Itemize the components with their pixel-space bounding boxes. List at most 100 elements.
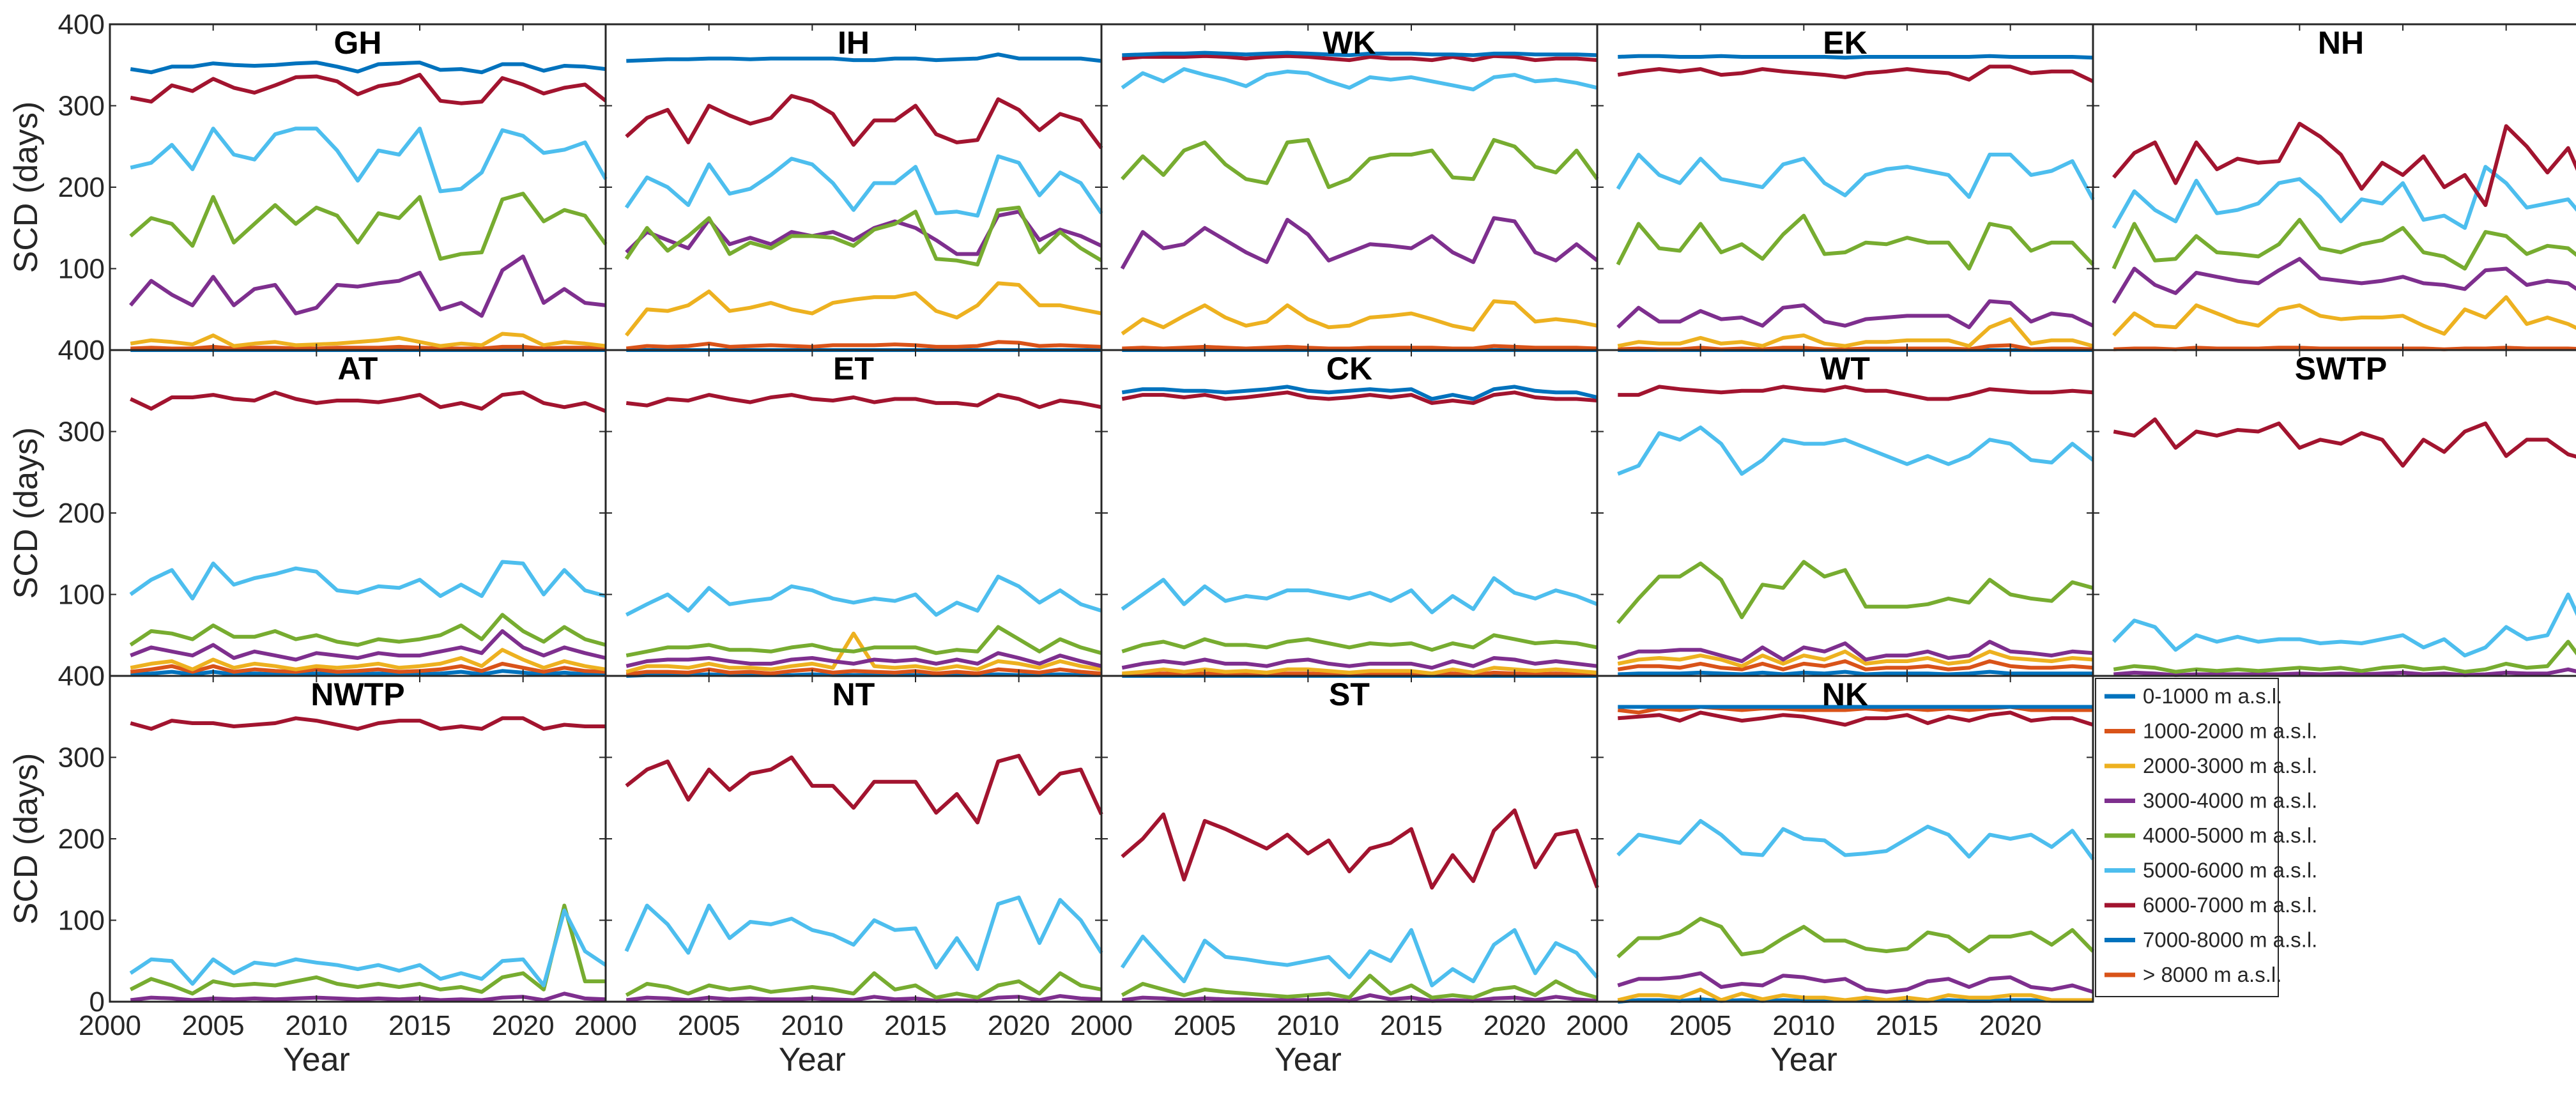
x-tick-label: 2010 xyxy=(285,1010,348,1041)
series-line-3000-4000 xyxy=(2112,257,2576,304)
series-line-7000-8000 xyxy=(130,60,606,75)
panel-ck: CK xyxy=(1100,349,1598,678)
axes-frame xyxy=(1100,675,1598,1003)
legend-label: 0-1000 m a.s.l. xyxy=(2143,684,2282,708)
x-tick-label: 2000 xyxy=(1070,1010,1133,1041)
series-group xyxy=(624,754,1103,1003)
series-line-6000-7000 xyxy=(1122,54,1598,63)
x-tick-label: 2010 xyxy=(1772,1010,1835,1041)
x-tick-label: 2005 xyxy=(1174,1010,1236,1041)
series-line-3000-4000 xyxy=(2113,667,2576,677)
x-tick-label: 2005 xyxy=(182,1010,245,1041)
panel-at: AT xyxy=(109,349,607,677)
panel-title: ST xyxy=(1329,677,1370,712)
series-line-5000-6000 xyxy=(129,908,607,988)
series-line-6000-7000 xyxy=(1618,710,2094,727)
panel-title: NT xyxy=(832,677,875,712)
series-line-5000-6000 xyxy=(2112,592,2576,658)
panel-nk: NK xyxy=(1596,675,2095,1004)
y-tick-label: 400 xyxy=(58,661,105,692)
panel-wt: WT xyxy=(1596,349,2094,677)
panel-title: EK xyxy=(1823,25,1867,61)
y-tick-label: 0 xyxy=(89,986,105,1018)
panel-title: IH xyxy=(838,25,870,61)
panel-title: WK xyxy=(1322,25,1376,61)
series-line-6000-7000 xyxy=(1617,65,2094,84)
y-tick-label: 400 xyxy=(58,9,105,40)
legend-label: > 8000 m a.s.l. xyxy=(2143,963,2281,986)
series-line-0-1000 xyxy=(130,669,606,677)
series-line-1000-2000 xyxy=(1618,343,2094,351)
x-tick-label: 2010 xyxy=(781,1010,843,1041)
axes-frame xyxy=(109,675,607,1003)
series-group xyxy=(129,716,607,1002)
y-tick-label: 0 xyxy=(89,661,105,692)
panel-st: ST xyxy=(1100,675,1599,1003)
series-line-5000-6000 xyxy=(1617,425,2094,476)
y-tick-label: 200 xyxy=(58,172,105,203)
y-axis-label: SCD (days) xyxy=(8,102,45,273)
panel-wk: WK xyxy=(1100,23,1599,352)
y-tick-label: 400 xyxy=(58,335,105,366)
series-line-2000-3000 xyxy=(1617,317,2094,348)
series-line-2000-3000 xyxy=(130,332,606,348)
y-tick-label: 100 xyxy=(58,905,105,937)
legend-label: 3000-4000 m a.s.l. xyxy=(2143,789,2317,813)
series-line-1000-2000 xyxy=(625,340,1102,351)
series-line-5000-6000 xyxy=(624,895,1103,971)
panel-title: NH xyxy=(2318,25,2364,61)
series-line-5000-6000 xyxy=(625,574,1102,617)
axes-frame xyxy=(1596,349,2094,677)
y-tick-label: 0 xyxy=(89,335,105,366)
series-line-6000-7000 xyxy=(2113,417,2576,468)
series-line-2000-3000 xyxy=(1617,649,2094,668)
series-line-7000-8000 xyxy=(626,52,1102,63)
series-line-3000-4000 xyxy=(1617,639,2094,663)
series-line-4000-5000 xyxy=(129,613,606,647)
series-line-1000-2000 xyxy=(1617,659,2094,671)
series-line-5000-6000 xyxy=(624,154,1103,218)
x-tick-label: 2020 xyxy=(1483,1010,1546,1041)
series-line-1000-2000 xyxy=(130,344,606,351)
series-line-6000-7000 xyxy=(130,390,607,413)
panel-title: GH xyxy=(334,25,382,61)
series-group xyxy=(129,390,607,677)
series-line-3000-4000 xyxy=(625,651,1102,668)
series-line-2000-3000 xyxy=(1617,987,2093,1002)
series-group xyxy=(2112,417,2576,677)
x-tick-label: 2000 xyxy=(574,1010,637,1041)
series-line-3000-4000 xyxy=(130,629,606,662)
series-group xyxy=(129,60,608,352)
legend-label: 7000-8000 m a.s.l. xyxy=(2143,928,2317,952)
series-line-2000-3000 xyxy=(2112,295,2576,337)
series-line-2000-3000 xyxy=(1121,299,1598,335)
series-line-3000-4000 xyxy=(129,254,606,318)
series-line-4000-5000 xyxy=(625,625,1102,658)
series-line-4000-5000 xyxy=(129,192,608,261)
x-axis-label: Year xyxy=(779,1041,846,1078)
series-line-4000-5000 xyxy=(1616,560,2094,625)
series-line-6000-7000 xyxy=(625,393,1102,409)
legend-item-6000-7000: 6000-7000 m a.s.l. xyxy=(2104,893,2317,917)
series-group xyxy=(1616,385,2094,677)
x-tick-label: 2005 xyxy=(1669,1010,1732,1041)
y-tick-label: 300 xyxy=(58,742,105,774)
series-line-5000-6000 xyxy=(1120,928,1599,988)
legend-label: 6000-7000 m a.s.l. xyxy=(2143,893,2317,917)
series-line-3000-4000 xyxy=(1121,656,1598,670)
series-line-4000-5000 xyxy=(129,903,606,996)
panel-title: WT xyxy=(1820,351,1870,386)
panel-title: ET xyxy=(833,351,874,386)
legend-item-5000-6000: 5000-6000 m a.s.l. xyxy=(2104,859,2317,882)
legend-label: 4000-5000 m a.s.l. xyxy=(2143,823,2317,847)
x-tick-label: 2015 xyxy=(1380,1010,1443,1041)
panel-nwtp: NWTP xyxy=(109,675,607,1003)
series-line-1000-2000 xyxy=(130,661,606,674)
panel-title: SWTP xyxy=(2295,351,2387,386)
y-tick-label: 100 xyxy=(58,579,105,611)
legend-item-8000: > 8000 m a.s.l. xyxy=(2104,963,2281,986)
series-line-2000-3000 xyxy=(130,648,606,671)
series-line-5000-6000 xyxy=(1121,67,1598,91)
series-line-7000-8000 xyxy=(1618,54,2094,60)
